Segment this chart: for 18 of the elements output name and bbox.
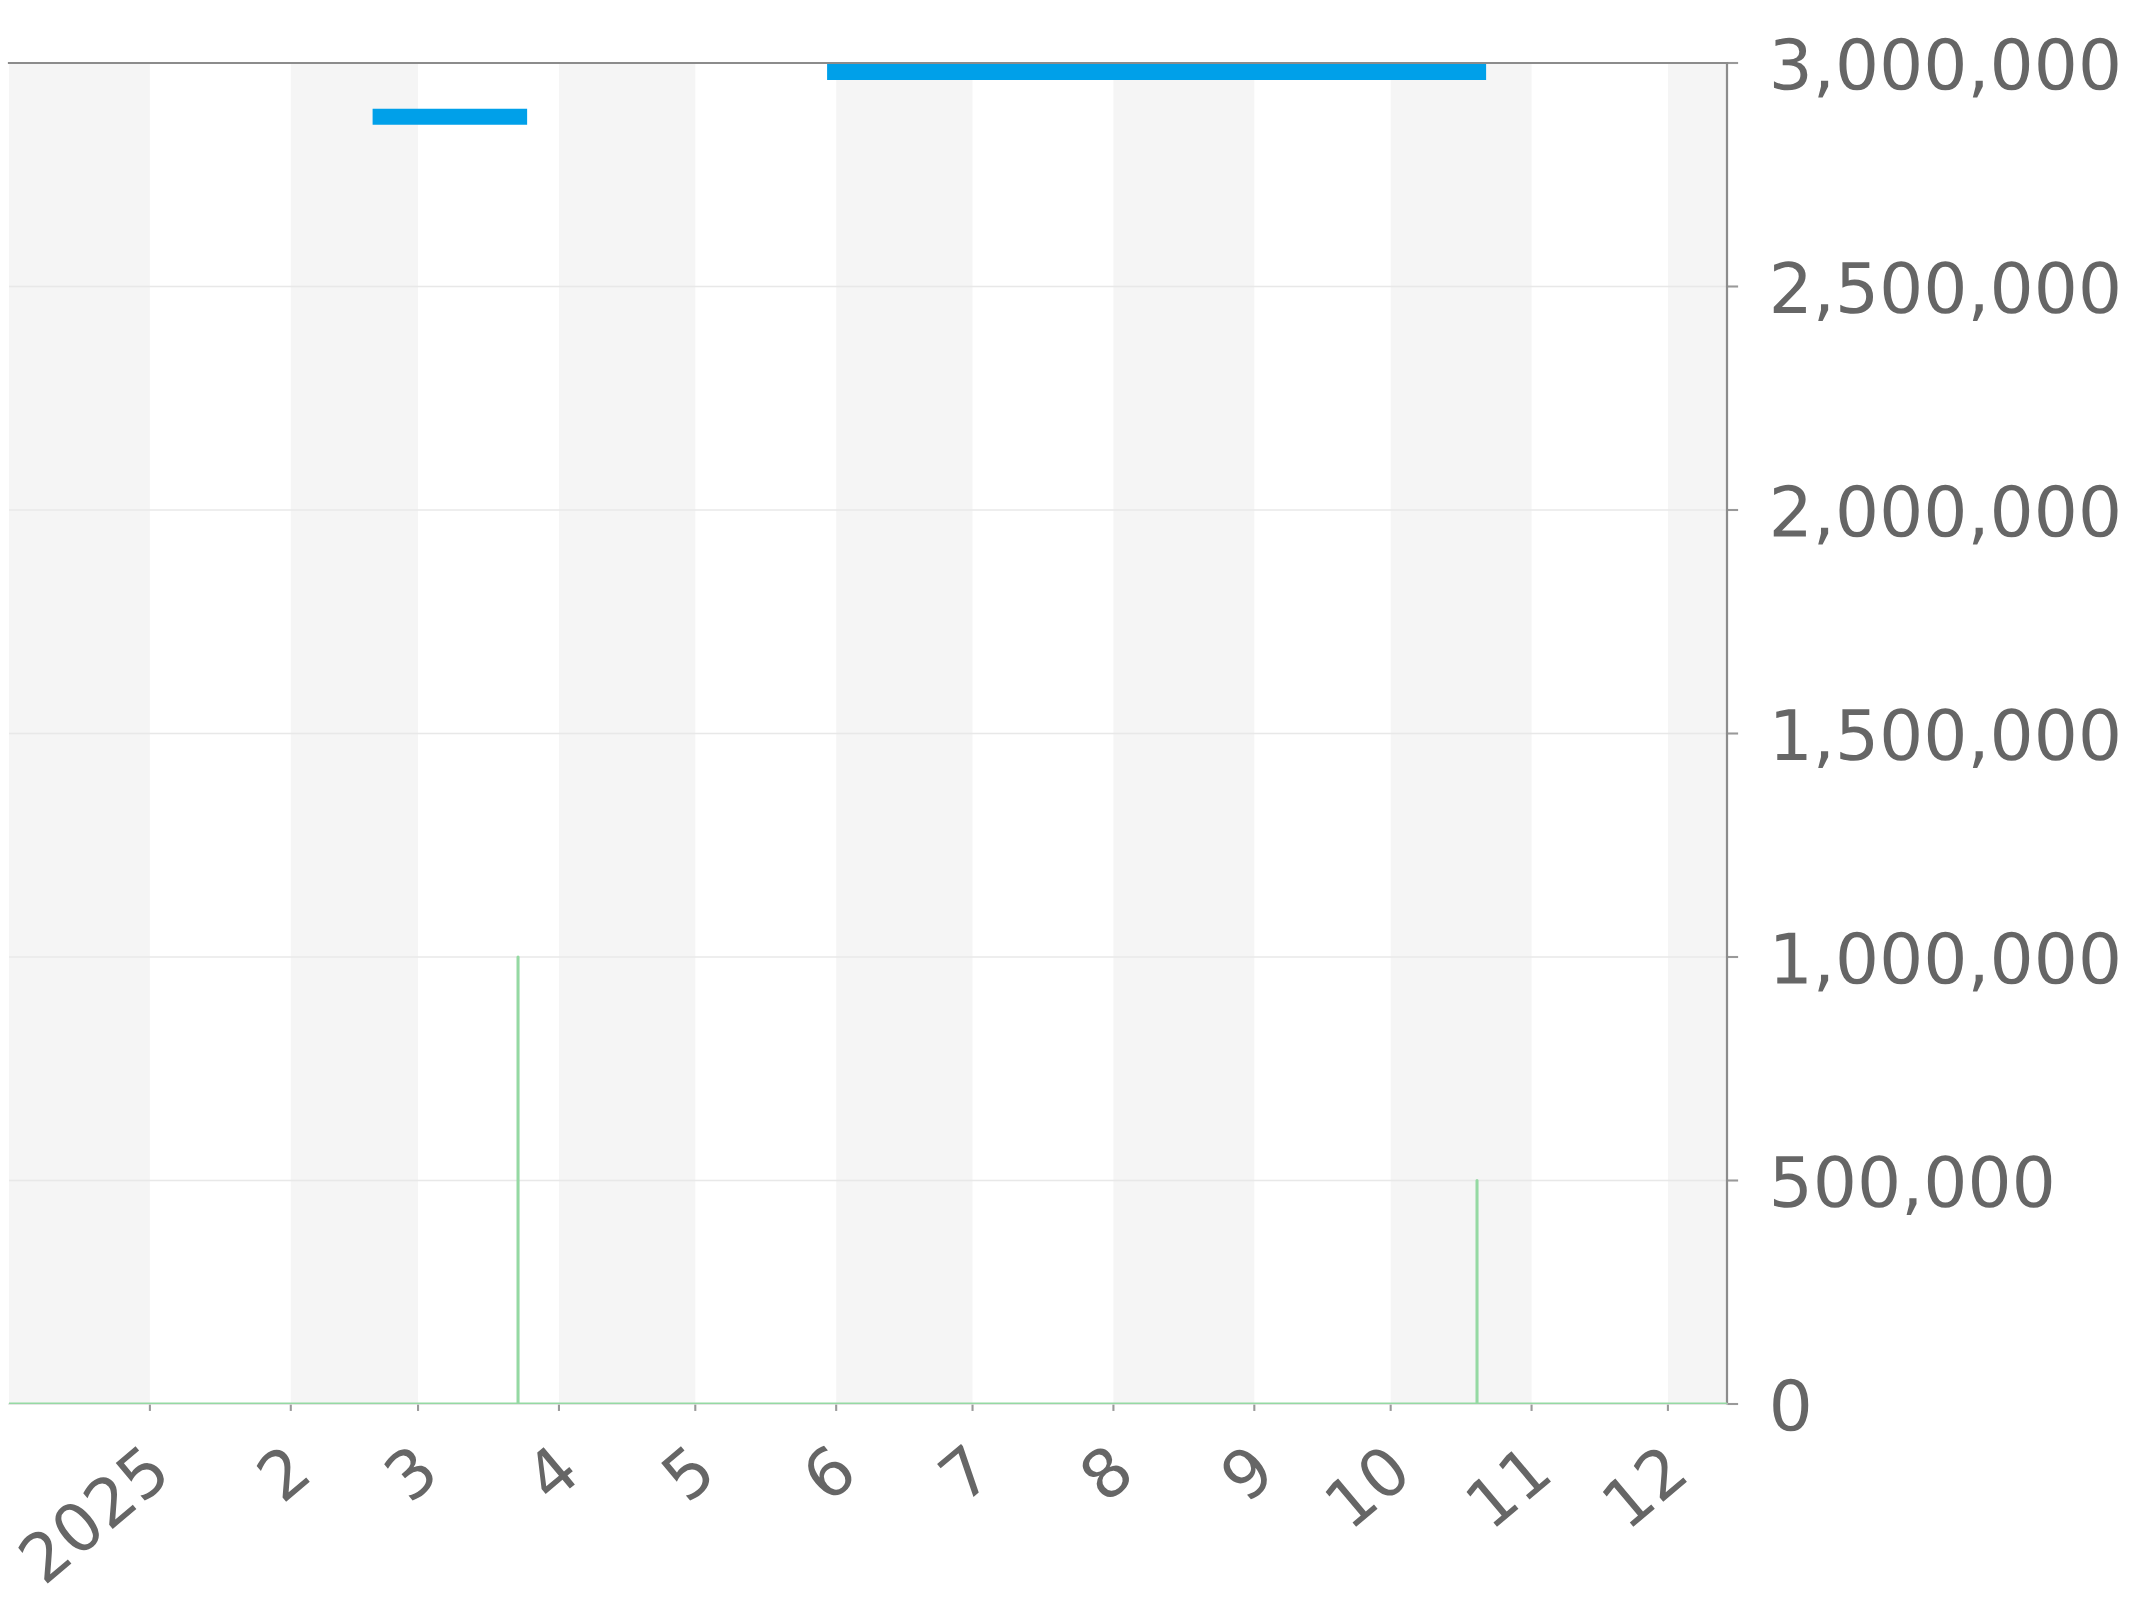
x-tick-label: 11 [1465, 1444, 1551, 1528]
x-tick-label: 3 [381, 1443, 439, 1503]
x-tick-label: 9 [1217, 1442, 1276, 1503]
x-tick-label: 8 [1076, 1442, 1135, 1503]
y-tick-label: 2,000,000 [1773, 484, 2118, 545]
x-tick-label: 5 [659, 1444, 716, 1503]
y-tick-label: 3,000,000 [1773, 37, 2118, 98]
y-tick-label: 0 [1773, 1378, 1809, 1432]
x-tick-label: 10 [1323, 1442, 1412, 1529]
y-tick-label: 1,000,000 [1776, 931, 2118, 992]
x-tick-label: 12 [1600, 1443, 1687, 1528]
x-tick-label: 7 [937, 1443, 993, 1502]
x-tick-label: 6 [799, 1442, 858, 1503]
y-tick-label: 1,500,000 [1776, 708, 2118, 768]
y-tick-label: 500,000 [1774, 1155, 2052, 1215]
y-tick-label: 2,500,000 [1773, 261, 2118, 321]
x-tick-label: 2 [254, 1443, 310, 1502]
x-tick-label: 4 [521, 1442, 581, 1503]
